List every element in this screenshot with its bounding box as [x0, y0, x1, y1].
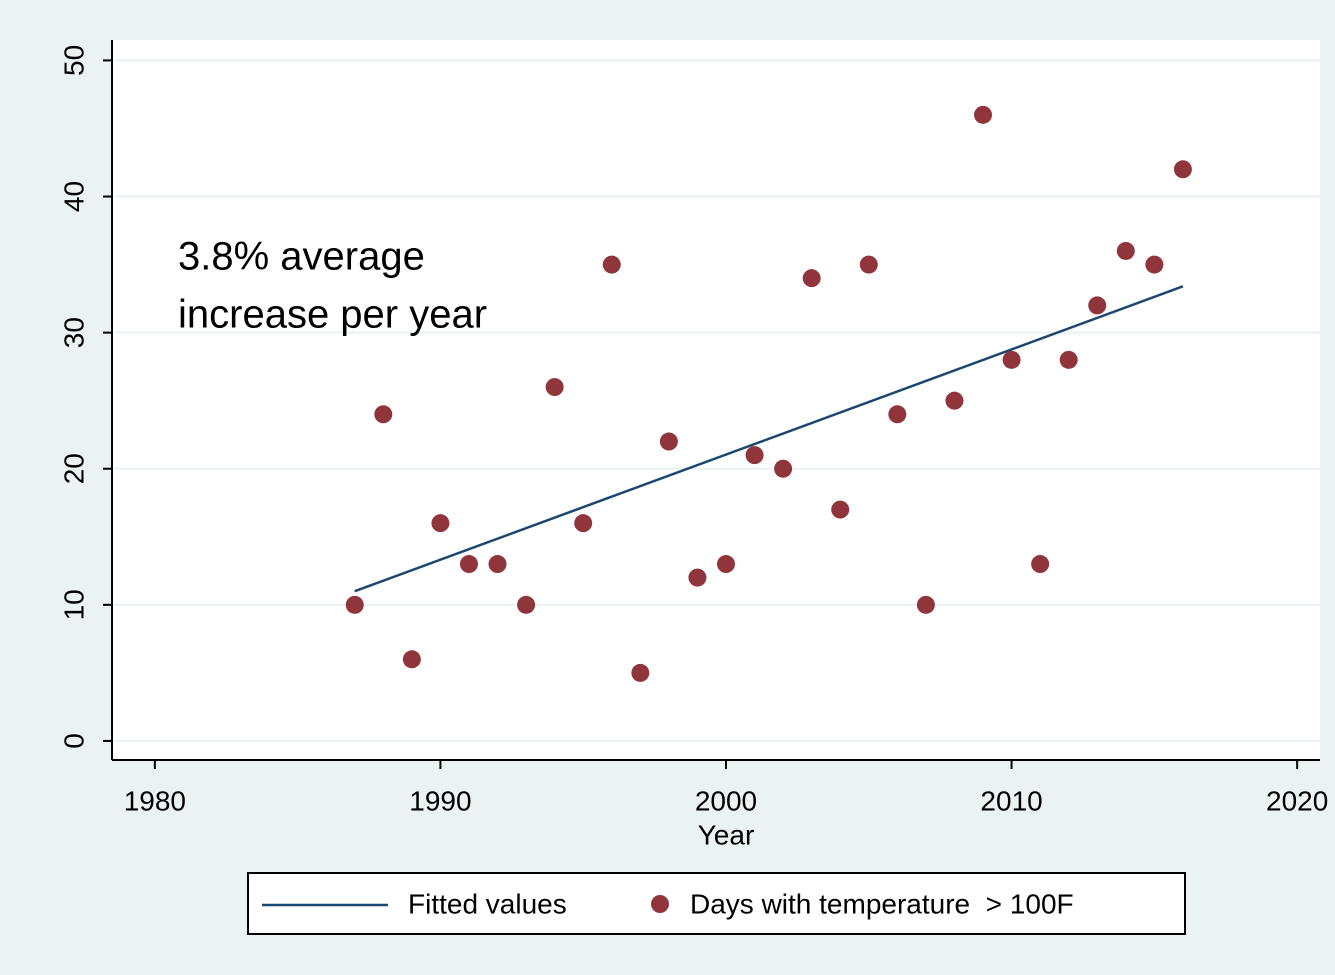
data-point — [659, 432, 678, 451]
y-tick-label: 50 — [58, 45, 89, 76]
data-point — [345, 595, 364, 614]
data-point — [431, 514, 450, 533]
data-point — [374, 405, 393, 424]
data-point — [916, 595, 935, 614]
annotation: increase per year — [178, 293, 487, 337]
y-tick-label: 20 — [58, 453, 89, 484]
data-point — [545, 378, 564, 397]
data-point — [974, 105, 993, 124]
data-point — [517, 595, 536, 614]
data-point — [1145, 255, 1164, 274]
legend-swatch — [651, 895, 669, 913]
y-tick-label: 10 — [58, 589, 89, 620]
legend — [247, 872, 1186, 935]
data-point — [774, 459, 793, 478]
x-axis-title: Year — [698, 819, 755, 850]
data-point — [802, 269, 821, 288]
data-point — [888, 405, 907, 424]
data-point — [1116, 241, 1135, 260]
data-point — [745, 446, 764, 465]
x-tick-label: 2010 — [980, 785, 1042, 816]
data-point — [488, 555, 507, 574]
data-point — [402, 650, 421, 669]
x-tick-label: 1980 — [124, 785, 186, 816]
legend-label: Days with temperature > 100F — [690, 888, 1074, 919]
data-point — [459, 555, 478, 574]
data-point — [574, 514, 593, 533]
y-tick-label: 30 — [58, 317, 89, 348]
data-point — [602, 255, 621, 274]
y-tick-label: 40 — [58, 181, 89, 212]
fitted-line — [354, 285, 1184, 593]
data-point — [688, 568, 707, 587]
data-point — [1002, 350, 1021, 369]
data-point — [1088, 296, 1107, 315]
data-point — [1031, 555, 1050, 574]
legend-label: Fitted values — [408, 888, 567, 919]
y-tick-label: 0 — [58, 733, 89, 749]
plot-area — [112, 40, 1320, 760]
data-point — [859, 255, 878, 274]
data-point — [631, 663, 650, 682]
data-point — [1173, 160, 1192, 179]
x-tick-label: 2020 — [1266, 785, 1328, 816]
data-point — [1059, 350, 1078, 369]
data-point — [831, 500, 850, 519]
x-tick-label: 2000 — [695, 785, 757, 816]
data-point — [945, 391, 964, 410]
data-point — [716, 555, 735, 574]
x-tick-label: 1990 — [409, 785, 471, 816]
annotation: 3.8% average — [178, 235, 425, 279]
